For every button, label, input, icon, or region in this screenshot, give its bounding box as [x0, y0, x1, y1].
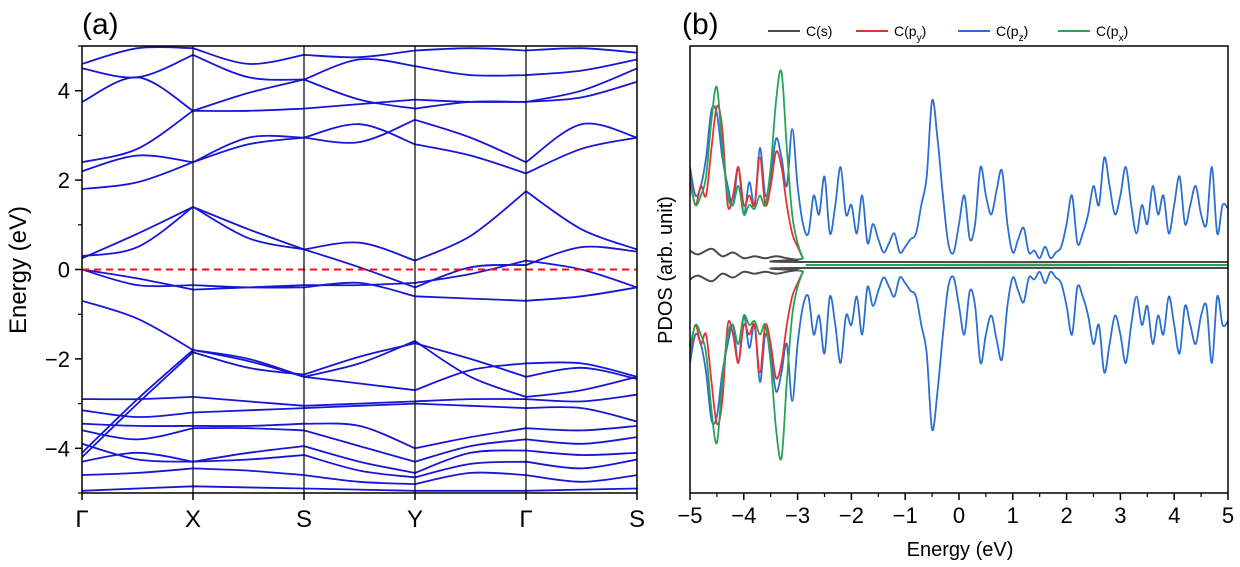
x-tick-label: 3 [1114, 503, 1126, 528]
x-tick-label: −2 [839, 503, 864, 528]
x-tick-label: −4 [731, 503, 756, 528]
kpoint-label: S [296, 506, 312, 533]
panel-a-y-axis-title: Energy (eV) [5, 206, 32, 334]
panel-a-y-ticks: 4 2 0 −2 −4 [45, 45, 82, 494]
kpoint-label: Γ [519, 506, 532, 533]
band-line [82, 299, 637, 392]
legend-label-cpy: C(py) [894, 23, 926, 44]
band-line [82, 442, 637, 474]
band-line [82, 268, 637, 302]
band-line [82, 340, 637, 454]
x-tick-label: 0 [953, 503, 965, 528]
x-tick-label: 2 [1060, 503, 1072, 528]
band-line [82, 342, 637, 458]
pdos-curve-cpz-up [690, 98, 1228, 260]
panel-b-y-axis-title: PDOS (arb. unit) [655, 196, 677, 344]
x-tick-label: 1 [1007, 503, 1019, 528]
pdos-curve-cpy-up [690, 104, 1228, 264]
panel-a-label: (a) [82, 8, 119, 41]
kpoint-gridlines [192, 46, 527, 493]
pdos-legend: C(s) C(py) C(pz) C(px) [768, 23, 1128, 44]
y-tick-label: 2 [58, 168, 70, 193]
y-tick-label: −4 [45, 436, 70, 461]
panel-b-label: (b) [682, 8, 719, 41]
x-tick-label: 4 [1168, 503, 1180, 528]
legend-label-cpz: C(pz) [996, 23, 1028, 44]
kpoint-label: X [185, 506, 201, 533]
band-line [82, 190, 637, 262]
y-tick-label: −2 [45, 347, 70, 372]
legend-label-cs: C(s) [806, 23, 832, 39]
x-tick-label: −1 [893, 503, 918, 528]
band-line [82, 467, 637, 485]
band-line [82, 118, 637, 173]
band-line [82, 46, 637, 65]
pdos-curve-cpy-down [690, 266, 1228, 426]
x-tick-label: 5 [1222, 503, 1234, 528]
band-structure-chart: 4 2 0 −2 −4 Γ X S Y Γ S Energy (eV) [5, 45, 645, 533]
band-line [82, 451, 637, 479]
band-line [82, 402, 637, 423]
pdos-curves [690, 69, 1228, 461]
band-line [82, 54, 637, 81]
kpoint-label: S [629, 506, 645, 533]
pdos-curve-cs-up [690, 247, 1228, 264]
kpoint-label: Y [407, 506, 423, 533]
y-tick-label: 0 [58, 258, 70, 283]
band-line [82, 206, 637, 289]
band-line [82, 80, 637, 164]
x-tick-label: −3 [785, 503, 810, 528]
legend-label-cpx: C(px) [1096, 23, 1128, 44]
panel-b-x-axis-title: Energy (eV) [907, 539, 1014, 561]
band-lines [82, 46, 637, 492]
band-line [82, 422, 637, 450]
panel-b-x-ticks: −5 −4 −3 −2 −1 0 1 2 3 4 5 [677, 493, 1234, 528]
band-line [82, 427, 637, 463]
pdos-curve-cs-down [690, 266, 1228, 283]
x-tick-label: −5 [677, 503, 702, 528]
pdos-curve-cpx-up [690, 69, 1228, 264]
kpoint-label: Γ [75, 506, 88, 533]
band-line [82, 485, 637, 492]
pdos-curve-cpz-down [690, 270, 1228, 432]
band-line [82, 123, 637, 190]
band-line [82, 393, 637, 407]
pdos-curve-cpx-down [690, 266, 1228, 461]
pdos-chart: C(s) C(py) C(pz) C(px) −5 −4 −3 −2 −1 0 1 2 3 4 5 … [655, 23, 1234, 561]
y-tick-label: 4 [58, 79, 70, 104]
